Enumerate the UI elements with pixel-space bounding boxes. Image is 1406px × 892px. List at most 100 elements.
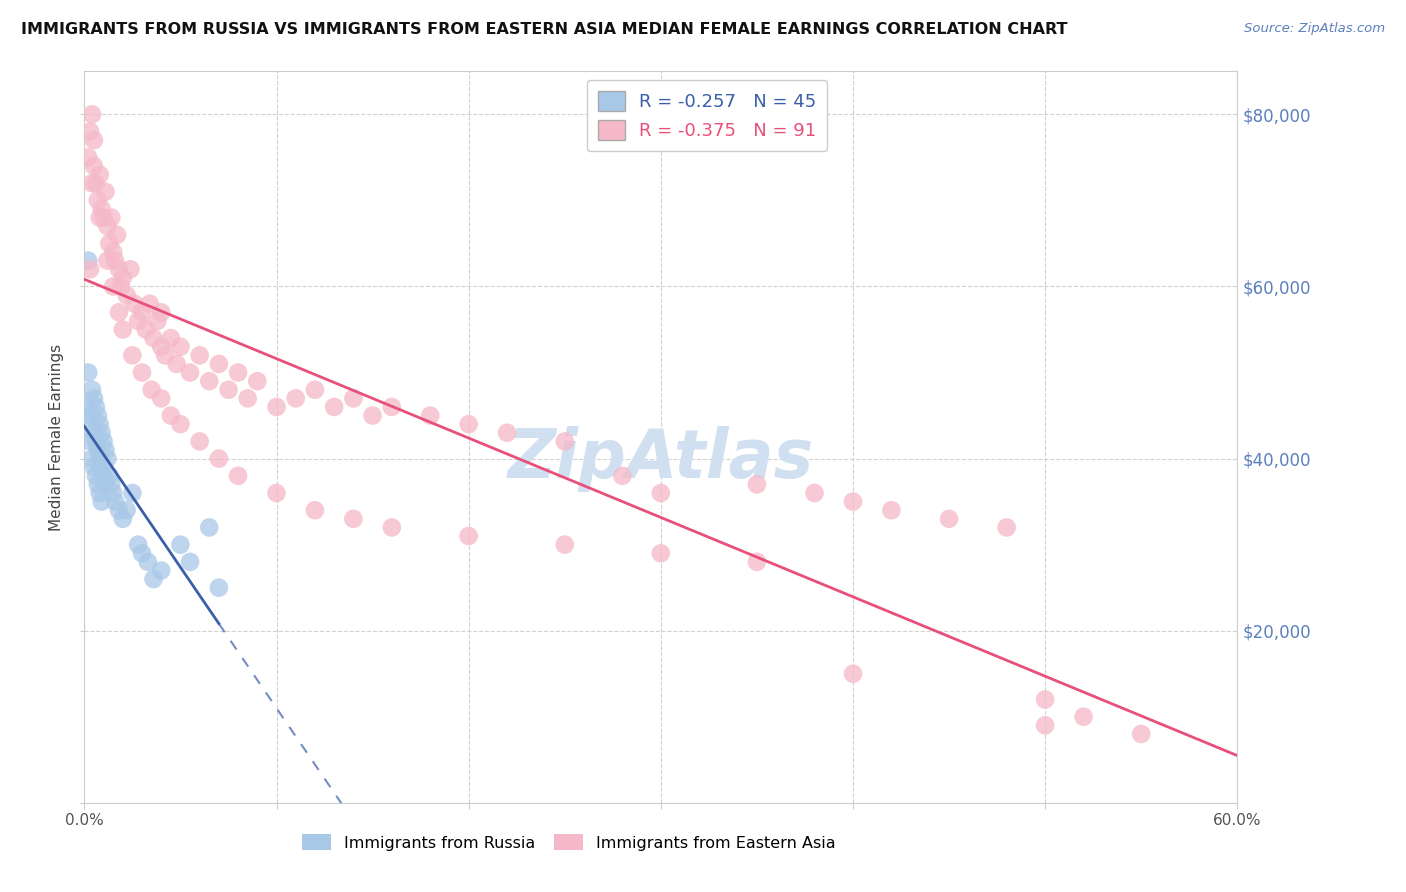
Point: [381, 400, 404, 414]
Point: [87, 194, 110, 208]
Point: [83, 133, 105, 147]
Point: [90, 202, 112, 216]
Point: [93, 211, 115, 225]
Point: [105, 227, 128, 242]
Point: [150, 340, 173, 354]
Point: [246, 374, 269, 388]
Point: [141, 383, 163, 397]
Point: [188, 434, 211, 449]
Point: [77, 253, 100, 268]
Point: [457, 417, 479, 432]
Point: [554, 538, 576, 552]
Point: [226, 468, 249, 483]
Point: [650, 486, 672, 500]
Point: [93, 434, 115, 449]
Point: [108, 503, 131, 517]
Point: [84, 400, 107, 414]
Point: [94, 477, 117, 491]
Point: [323, 400, 346, 414]
Point: [995, 520, 1018, 534]
Point: [169, 340, 191, 354]
Point: [745, 555, 768, 569]
Point: [880, 503, 903, 517]
Point: [142, 572, 165, 586]
Point: [115, 288, 138, 302]
Point: [79, 434, 101, 449]
Point: [121, 486, 143, 500]
Point: [136, 555, 159, 569]
Point: [111, 322, 134, 336]
Point: [89, 486, 111, 500]
Point: [90, 494, 112, 508]
Point: [93, 468, 115, 483]
Point: [342, 512, 364, 526]
Point: [87, 477, 110, 491]
Point: [84, 468, 107, 483]
Point: [75, 400, 97, 414]
Point: [104, 494, 127, 508]
Point: [80, 176, 103, 190]
Point: [90, 425, 112, 440]
Point: [142, 331, 165, 345]
Point: [108, 305, 131, 319]
Point: [304, 503, 326, 517]
Point: [94, 185, 117, 199]
Point: [419, 409, 441, 423]
Point: [80, 451, 103, 466]
Point: [153, 348, 176, 362]
Point: [83, 460, 105, 475]
Point: [218, 383, 240, 397]
Point: [554, 434, 576, 449]
Point: [198, 520, 221, 534]
Point: [188, 348, 211, 362]
Point: [146, 314, 169, 328]
Point: [89, 211, 111, 225]
Point: [226, 366, 249, 380]
Point: [96, 451, 118, 466]
Point: [94, 442, 117, 457]
Point: [80, 417, 103, 432]
Point: [284, 392, 307, 406]
Point: [103, 486, 124, 500]
Point: [77, 366, 100, 380]
Point: [803, 486, 825, 500]
Point: [612, 468, 634, 483]
Point: [135, 322, 157, 336]
Point: [89, 451, 111, 466]
Point: [198, 374, 221, 388]
Point: [103, 245, 124, 260]
Point: [127, 314, 149, 328]
Point: [150, 392, 173, 406]
Point: [77, 150, 100, 164]
Point: [79, 125, 101, 139]
Point: [842, 666, 865, 681]
Point: [79, 262, 101, 277]
Point: [100, 211, 122, 225]
Point: [842, 494, 865, 508]
Point: [115, 503, 138, 517]
Point: [650, 546, 672, 560]
Point: [80, 383, 103, 397]
Point: [124, 296, 146, 310]
Point: [87, 409, 110, 423]
Point: [98, 468, 121, 483]
Point: [1130, 727, 1153, 741]
Point: [131, 366, 153, 380]
Point: [108, 262, 131, 277]
Text: IMMIGRANTS FROM RUSSIA VS IMMIGRANTS FROM EASTERN ASIA MEDIAN FEMALE EARNINGS CO: IMMIGRANTS FROM RUSSIA VS IMMIGRANTS FRO…: [21, 22, 1067, 37]
Point: [179, 366, 201, 380]
Point: [169, 417, 191, 432]
Point: [208, 581, 231, 595]
Point: [208, 357, 231, 371]
Point: [179, 555, 201, 569]
Point: [457, 529, 479, 543]
Point: [120, 262, 142, 277]
Point: [150, 564, 173, 578]
Point: [236, 392, 259, 406]
Point: [1033, 718, 1056, 732]
Legend: Immigrants from Russia, Immigrants from Eastern Asia: Immigrants from Russia, Immigrants from …: [295, 828, 842, 857]
Point: [90, 460, 112, 475]
Point: [745, 477, 768, 491]
Point: [131, 305, 153, 319]
Point: [110, 279, 132, 293]
